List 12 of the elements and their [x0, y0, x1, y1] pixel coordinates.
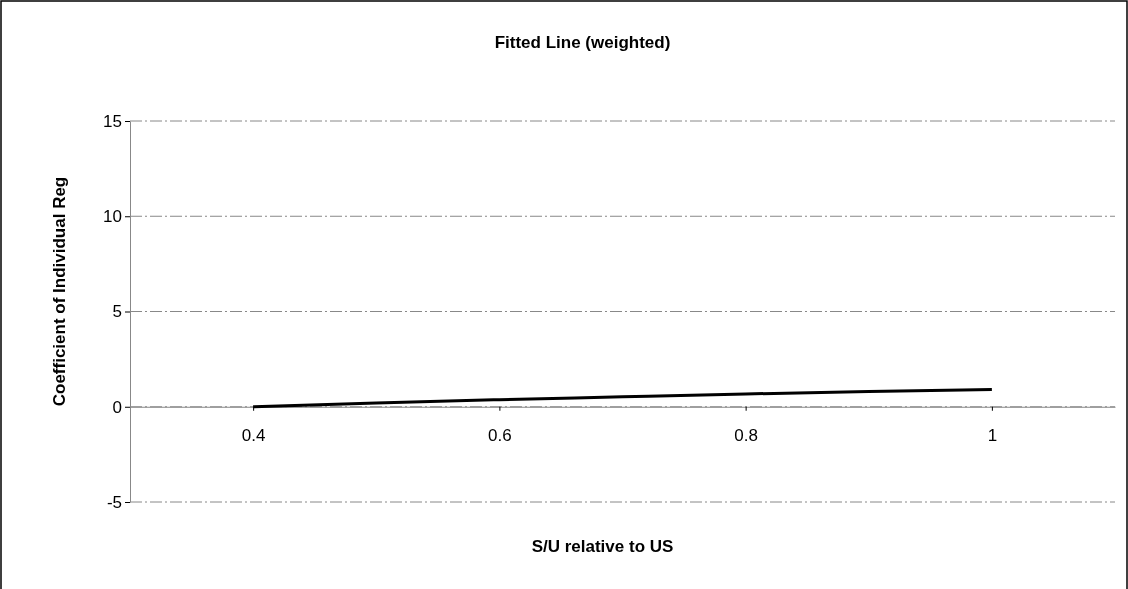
y-axis-title: Coefficient of Individual Reg	[50, 176, 69, 407]
y-tick-label: 0	[112, 397, 122, 417]
y-tick-label: 10	[103, 207, 122, 227]
chart-title: Fitted Line (weighted)	[494, 33, 671, 52]
y-tick-label: -5	[106, 492, 122, 512]
y-tick-label: 5	[112, 302, 122, 322]
x-tick-label: 0.6	[488, 425, 512, 445]
y-tick-label: 15	[103, 111, 122, 131]
x-tick-label: 0.4	[241, 425, 266, 445]
x-tick-label: 0.8	[734, 425, 758, 445]
x-axis-title: S/U relative to US	[531, 537, 674, 556]
x-tick-label: 1	[987, 425, 998, 445]
